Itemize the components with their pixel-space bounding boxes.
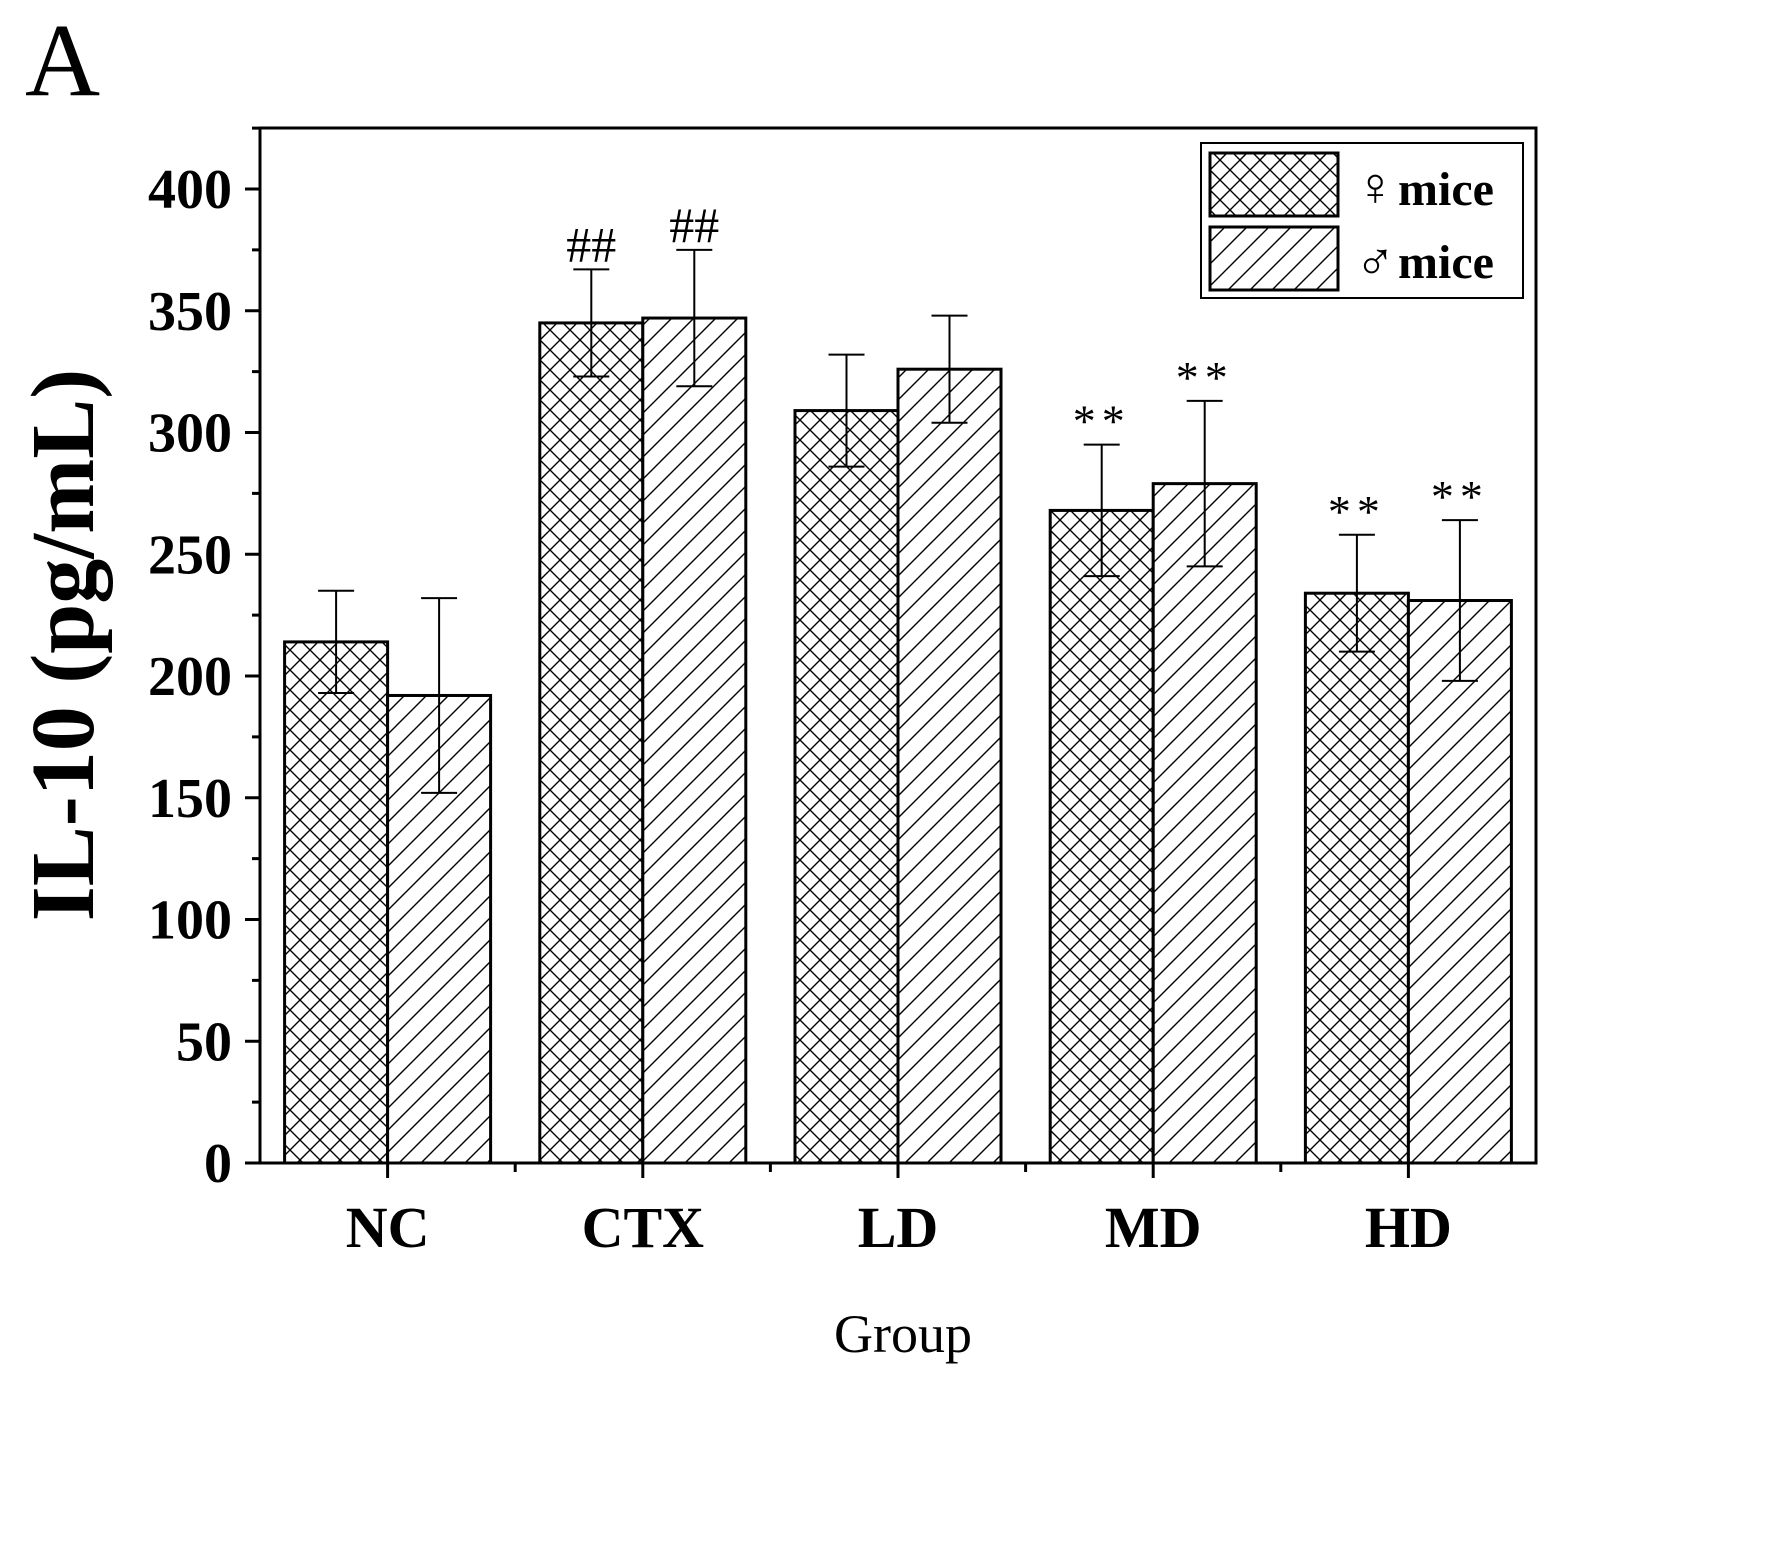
y-axis-label: IL-10 (pg/mL) — [14, 369, 113, 922]
significance-mark: ## — [566, 216, 616, 272]
significance-annotations: ## ** ** ## ** ** — [566, 197, 1489, 537]
error-bars — [318, 248, 1478, 794]
significance-mark: ** — [1176, 352, 1234, 403]
significance-mark: ## — [669, 197, 719, 253]
bar-female — [1303, 591, 1410, 1165]
x-tick-label: LD — [858, 1195, 939, 1260]
bar-female — [283, 640, 390, 1165]
y-tick-label: 400 — [148, 159, 232, 221]
x-tick-label: NC — [346, 1195, 430, 1260]
bar-male — [1151, 482, 1258, 1165]
legend: ♀ mice ♂ mice — [1200, 142, 1524, 299]
y-axis: 0 50 100 150 200 250 300 350 400 — [148, 126, 260, 1195]
y-tick-label: 200 — [148, 646, 232, 708]
legend-swatch-male — [1208, 225, 1340, 292]
bar-male — [641, 316, 748, 1165]
panel-label: A — [25, 3, 100, 118]
y-tick-label: 150 — [148, 768, 232, 830]
significance-mark: ** — [1073, 396, 1131, 447]
y-tick-label: 100 — [148, 890, 232, 952]
x-tick-label: MD — [1105, 1195, 1202, 1260]
bar-male — [1406, 599, 1513, 1165]
x-tick-label: CTX — [582, 1195, 705, 1260]
y-tick-label: 350 — [148, 281, 232, 343]
x-axis-label: Group — [834, 1304, 972, 1364]
y-tick-label: 0 — [204, 1133, 232, 1195]
legend-swatch-female — [1208, 151, 1340, 218]
legend-symbol-female: ♀ — [1355, 157, 1396, 217]
significance-mark: ** — [1328, 486, 1386, 537]
y-tick-label: 50 — [176, 1011, 232, 1073]
y-tick-label: 250 — [148, 524, 232, 586]
y-tick-label: 300 — [148, 403, 232, 465]
bar-female — [793, 409, 900, 1165]
bar-female — [1048, 508, 1155, 1165]
x-axis: NC CTX LD MD HD — [346, 1163, 1452, 1260]
bar-female — [538, 321, 645, 1165]
bar-male — [896, 367, 1003, 1165]
significance-mark: ** — [1431, 471, 1489, 522]
bars — [283, 316, 1513, 1165]
legend-label-female: mice — [1398, 163, 1494, 216]
x-tick-label: HD — [1365, 1195, 1452, 1260]
legend-symbol-male: ♂ — [1355, 232, 1396, 292]
legend-label-male: mice — [1398, 236, 1494, 289]
